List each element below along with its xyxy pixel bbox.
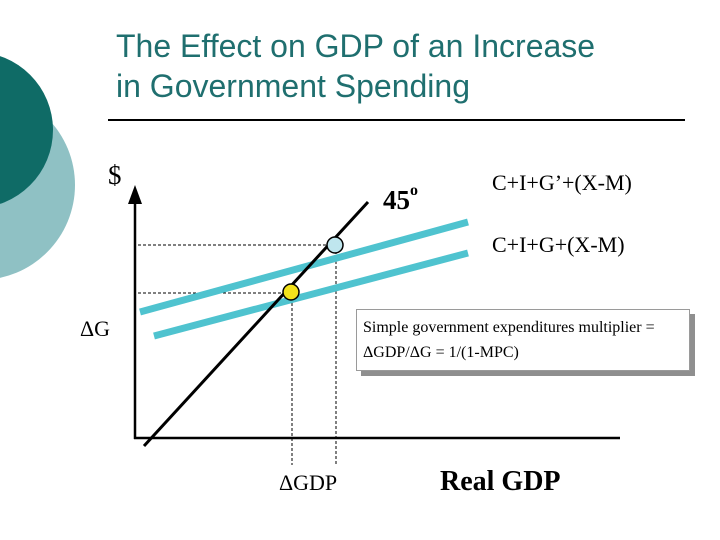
x-axis-label: Real GDP — [440, 466, 561, 497]
title-line-2: in Government Spending — [116, 68, 470, 104]
expenditure-line-new — [139, 218, 469, 316]
decor-dark-circle — [0, 56, 53, 204]
equilibrium-point-old — [282, 283, 300, 301]
expenditure-line-old — [153, 249, 469, 340]
delta-gdp-label: ΔGDP — [279, 470, 338, 495]
forty-five-degree-label: 45o — [383, 182, 418, 216]
y-axis-label: $ — [108, 160, 122, 190]
expenditure-line-old-label: C+I+G+(X-M) — [492, 232, 625, 257]
equilibrium-point-new — [326, 236, 344, 254]
degree-value: 45 — [383, 185, 410, 215]
delta-g-label: ΔG — [80, 316, 111, 341]
degree-symbol: o — [410, 182, 418, 199]
expenditure-line-new-label: C+I+G’+(X-M) — [492, 170, 632, 195]
callout-line-1: Simple government expenditures multiplie… — [363, 319, 655, 336]
title-underline — [108, 119, 685, 121]
slide-title: The Effect on GDP of an Increase in Gove… — [116, 26, 696, 106]
multiplier-callout-box: Simple government expenditures multiplie… — [356, 309, 690, 371]
title-line-1: The Effect on GDP of an Increase — [116, 28, 596, 64]
callout-line-2: ΔGDP/ΔG = 1/(1-MPC) — [363, 344, 519, 361]
y-axis-arrowhead — [128, 185, 142, 204]
